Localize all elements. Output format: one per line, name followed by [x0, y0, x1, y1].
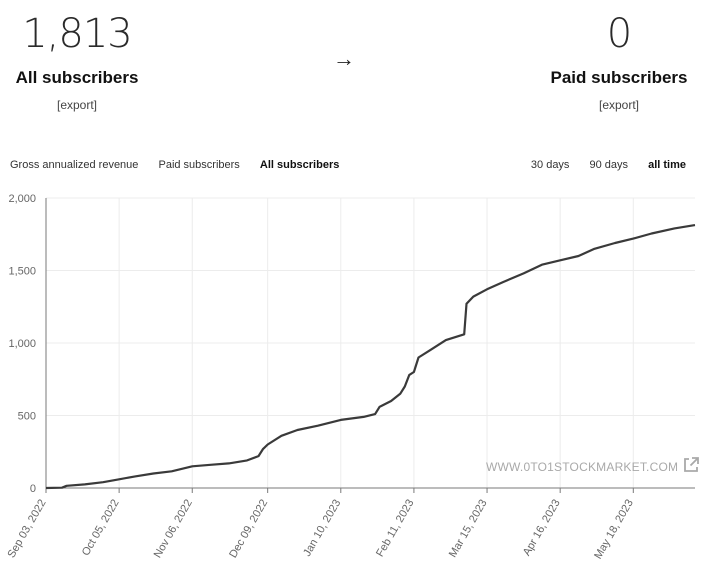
x-tick-label: Nov 06, 2022 [152, 498, 195, 561]
x-tick-label: Jan 10, 2023 [301, 498, 343, 559]
all-subscribers-count: 1,813 [22, 11, 133, 57]
external-link-icon [678, 457, 700, 474]
range-tabs: 30 days 90 days all time [514, 159, 686, 171]
tab-gross-annualized-revenue[interactable]: Gross annualized revenue [10, 159, 139, 171]
x-tick-label: May 18, 2023 [592, 498, 636, 562]
paid-subscribers-stat: 0 Paid subscribers [export] [544, 0, 694, 112]
x-tick-label: Dec 09, 2022 [227, 498, 270, 561]
tab-90-days[interactable]: 90 days [589, 159, 629, 171]
tab-30-days[interactable]: 30 days [530, 159, 570, 171]
subscribers-chart: 0 500 1,000 1,500 2,000 Sep 03, 2022 Oct 05, 2… [5, 193, 696, 562]
x-tick-label: Mar 15, 2023 [447, 498, 490, 560]
metric-tabs: Gross annualized revenue Paid subscriber… [10, 159, 356, 171]
all-subscribers-stat: 1,813 All subscribers [export] [6, 0, 148, 112]
x-tick-label: Oct 05, 2022 [80, 498, 122, 559]
all-subscribers-label: All subscribers [15, 68, 139, 87]
all-subscribers-export-link[interactable]: [export] [56, 98, 98, 112]
paid-subscribers-export-link[interactable]: [export] [598, 98, 640, 112]
x-tick-label: Apr 16, 2023 [521, 498, 563, 559]
y-tick-label: 500 [18, 411, 36, 423]
paid-subscribers-count: 0 [606, 11, 632, 57]
paid-subscribers-label: Paid subscribers [550, 68, 688, 87]
y-tick-label: 1,000 [8, 338, 36, 350]
tab-all-time[interactable]: all time [648, 159, 686, 171]
x-tick-label: Feb 11, 2023 [374, 498, 416, 559]
y-tick-label: 1,500 [8, 266, 36, 278]
watermark-text: WWW.0TO1STOCKMARKET.COM [486, 460, 679, 474]
y-tick-label: 2,000 [8, 193, 36, 205]
x-tick-label: Sep 03, 2022 [5, 498, 48, 561]
y-tick-label: 0 [30, 483, 36, 495]
arrow-right-icon: → [333, 46, 355, 71]
tab-all-subscribers[interactable]: All subscribers [259, 159, 340, 171]
all-subscribers-series-line [45, 224, 696, 490]
tab-paid-subscribers[interactable]: Paid subscribers [158, 159, 240, 171]
watermark: WWW.0TO1STOCKMARKET.COM [486, 456, 700, 474]
